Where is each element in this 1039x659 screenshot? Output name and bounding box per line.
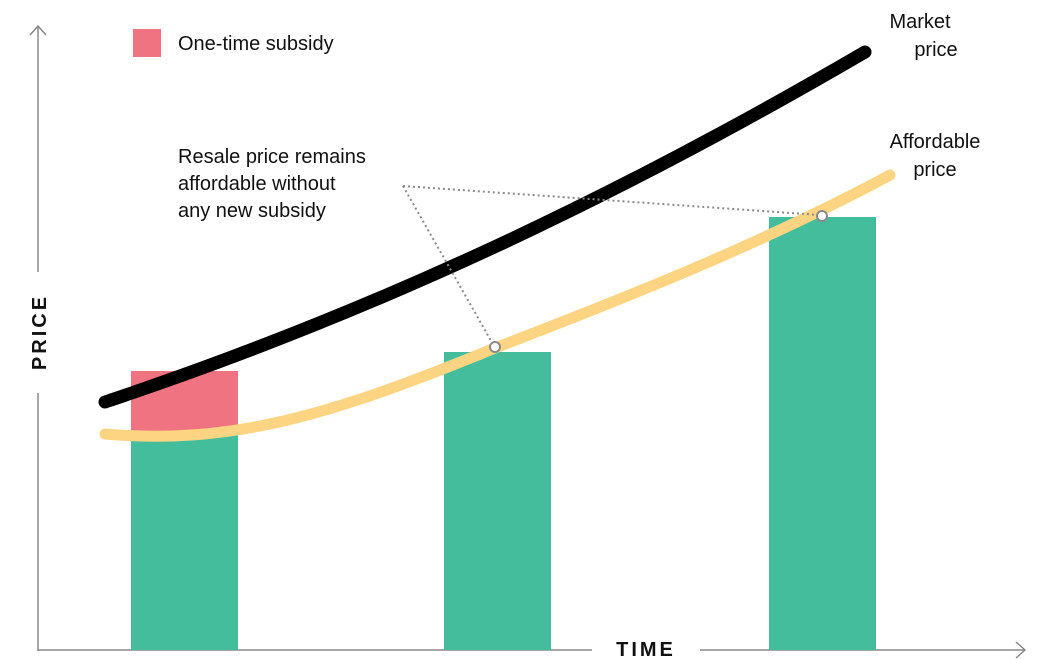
curve-labels: Market price Affordable price xyxy=(889,11,980,181)
pointer-line-bar-2 xyxy=(402,185,495,347)
bar-1 xyxy=(131,433,238,650)
y-axis-title: PRICE xyxy=(29,294,51,370)
x-axis-arrow-icon xyxy=(1015,641,1027,659)
annotation-pointers xyxy=(402,185,828,353)
annotation-line-2: affordable without xyxy=(178,173,336,195)
market-price-label-line-2: price xyxy=(914,39,957,61)
affordable-price-label-line-1: Affordable xyxy=(890,131,981,153)
annotation-line-3: any new subsidy xyxy=(178,200,326,222)
market-price-curve xyxy=(98,45,872,409)
market-price-label-line-1: Market xyxy=(889,11,951,33)
legend-subsidy-swatch xyxy=(133,29,161,57)
x-axis-title: TIME xyxy=(616,639,676,659)
bar-2 xyxy=(444,352,551,650)
bar-3 xyxy=(769,217,876,650)
annotation-line-1: Resale price remains xyxy=(178,146,366,168)
y-axis-arrow-icon xyxy=(29,24,47,36)
legend: One-time subsidy xyxy=(133,29,334,57)
annotation-text: Resale price remains affordable without … xyxy=(178,146,366,222)
affordable-price-label-line-2: price xyxy=(913,159,956,181)
pointer-marker-bar-2 xyxy=(489,341,501,353)
pointer-marker-bar-3 xyxy=(816,210,828,222)
legend-subsidy-label: One-time subsidy xyxy=(178,33,334,55)
